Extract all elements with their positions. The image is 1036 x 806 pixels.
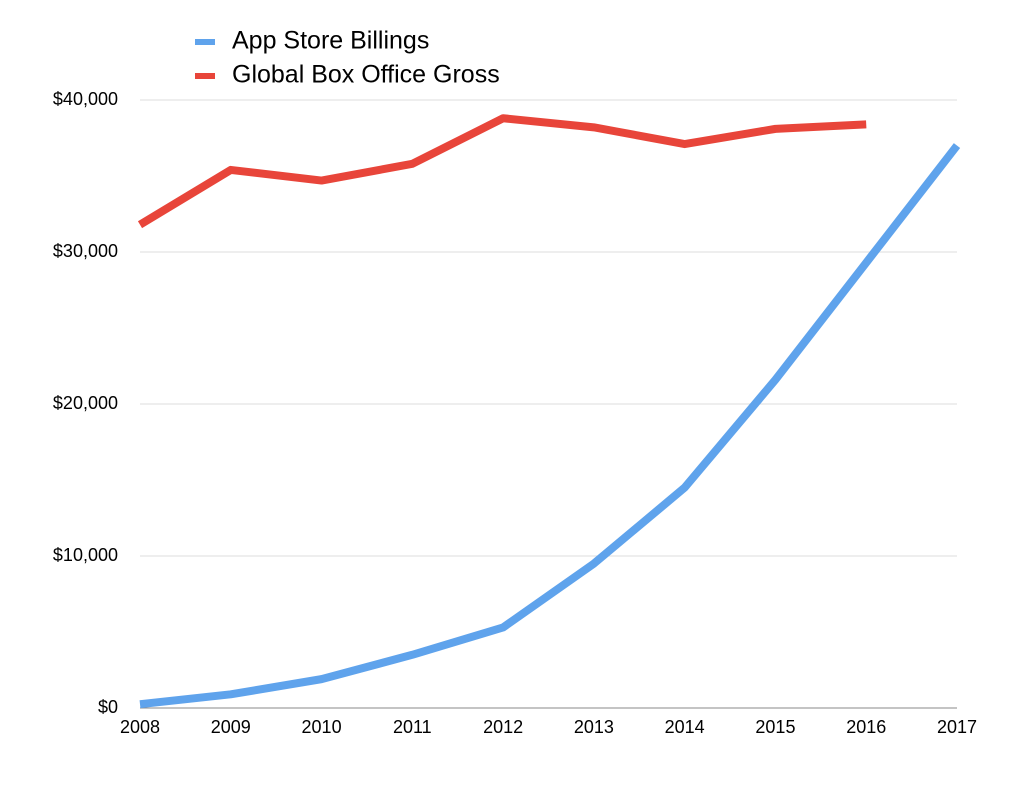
x-tick-label: 2009 [211, 717, 251, 737]
legend-label: Global Box Office Gross [232, 61, 500, 89]
y-tick-label: $20,000 [53, 393, 118, 413]
x-tick-label: 2008 [120, 717, 160, 737]
x-tick-label: 2011 [393, 717, 432, 737]
series-line [137, 114, 867, 229]
x-tick-label: 2012 [483, 717, 523, 737]
y-tick-label: $10,000 [53, 545, 118, 565]
x-tick-label: 2013 [574, 717, 614, 737]
x-tick-label: 2010 [302, 717, 342, 737]
x-tick-label: 2014 [665, 717, 705, 737]
y-tick-label: $0 [98, 697, 118, 717]
x-tick-label: 2017 [937, 717, 977, 737]
x-tick-label: 2015 [755, 717, 795, 737]
y-tick-label: $40,000 [53, 89, 118, 109]
legend-label: App Store Billings [232, 27, 429, 55]
x-tick-label: 2016 [846, 717, 886, 737]
y-tick-label: $30,000 [53, 241, 118, 261]
series-line [139, 143, 961, 709]
